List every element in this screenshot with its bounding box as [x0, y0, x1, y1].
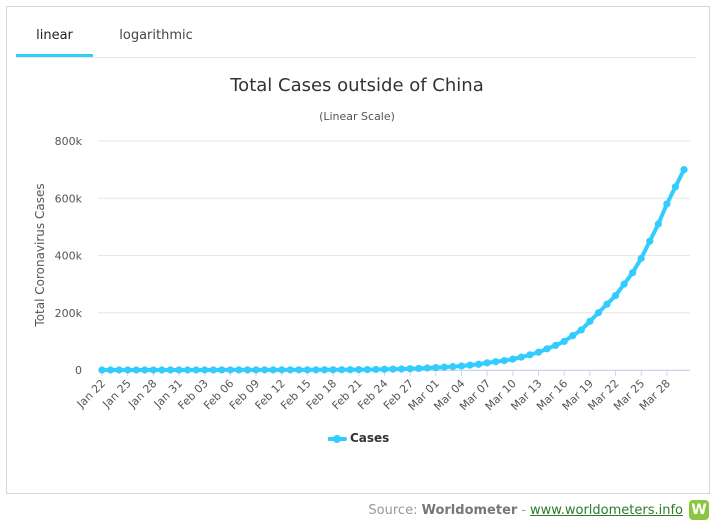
tab-divider — [16, 57, 696, 58]
data-point[interactable] — [218, 366, 226, 374]
grid-lines — [98, 140, 690, 371]
data-point[interactable] — [261, 366, 269, 374]
data-point[interactable] — [252, 366, 260, 374]
data-point[interactable] — [235, 366, 243, 374]
y-tick-label: 600k — [55, 192, 83, 205]
data-point[interactable] — [671, 183, 680, 191]
data-point[interactable] — [406, 365, 414, 373]
source-name: Worldometer — [421, 502, 518, 518]
data-point[interactable] — [243, 366, 252, 374]
data-point[interactable] — [646, 237, 654, 245]
chart-subtitle: (Linear Scale) — [319, 110, 395, 123]
data-point[interactable] — [534, 348, 543, 356]
source-footer: Source: Worldometer - www.worldometers.i… — [368, 498, 709, 522]
legend-label: Cases — [350, 431, 390, 445]
data-point[interactable] — [141, 366, 149, 374]
data-point[interactable] — [552, 341, 560, 349]
data-point[interactable] — [201, 366, 209, 374]
data-point[interactable] — [158, 366, 166, 374]
data-point[interactable] — [355, 366, 363, 374]
source-link[interactable]: www.worldometers.info — [530, 502, 683, 518]
data-point[interactable] — [517, 353, 525, 361]
data-point[interactable] — [226, 366, 234, 374]
data-point[interactable] — [654, 220, 662, 228]
source-prefix: Source: — [368, 502, 418, 518]
tab-logarithmic[interactable]: logarithmic — [119, 28, 193, 43]
data-point[interactable] — [303, 366, 312, 374]
data-point[interactable] — [269, 366, 277, 374]
y-tick-label: 200k — [55, 307, 83, 320]
worldometer-logo-icon[interactable]: W — [689, 500, 709, 520]
y-tick-label: 400k — [55, 250, 83, 263]
data-point[interactable] — [637, 254, 645, 262]
x-tick-label: Jan 22 — [74, 377, 108, 411]
data-point[interactable] — [483, 359, 491, 367]
data-point[interactable] — [346, 366, 354, 374]
data-point[interactable] — [440, 363, 448, 371]
data-point[interactable] — [372, 365, 380, 374]
data-point[interactable] — [415, 364, 423, 373]
data-point[interactable] — [380, 365, 389, 373]
data-point[interactable] — [577, 326, 585, 334]
data-point[interactable] — [526, 351, 534, 359]
data-point[interactable] — [389, 365, 397, 373]
x-tick-label: Jan 28 — [125, 377, 159, 411]
data-point[interactable] — [183, 366, 192, 374]
data-point[interactable] — [175, 366, 183, 374]
data-point[interactable] — [509, 355, 517, 363]
data-point[interactable] — [115, 366, 123, 374]
data-point[interactable] — [106, 366, 115, 374]
data-point[interactable] — [320, 366, 329, 374]
y-tick-label: 0 — [75, 364, 82, 377]
data-point[interactable] — [209, 366, 217, 374]
data-point[interactable] — [663, 200, 671, 208]
data-point[interactable] — [338, 366, 346, 374]
data-point[interactable] — [680, 166, 688, 174]
data-point[interactable] — [295, 366, 303, 374]
chart-container — [6, 6, 710, 494]
data-point[interactable] — [278, 366, 286, 374]
data-point[interactable] — [620, 280, 628, 288]
data-point[interactable] — [594, 309, 603, 317]
legend-symbol — [328, 435, 347, 443]
data-point[interactable] — [363, 365, 371, 374]
data-point[interactable] — [397, 365, 406, 373]
tab-linear[interactable]: linear — [16, 16, 93, 58]
data-point[interactable] — [457, 362, 466, 370]
data-point[interactable] — [166, 366, 175, 374]
data-point[interactable] — [329, 366, 337, 374]
data-point[interactable] — [423, 364, 431, 372]
data-point[interactable] — [192, 366, 200, 374]
data-point[interactable] — [492, 358, 500, 366]
data-point[interactable] — [500, 356, 508, 365]
data-point[interactable] — [149, 366, 157, 374]
data-point[interactable] — [474, 360, 483, 368]
data-point[interactable] — [560, 337, 568, 345]
chart-title: Total Cases outside of China — [230, 75, 484, 96]
series-points-cases — [98, 166, 688, 374]
data-point[interactable] — [603, 300, 611, 308]
data-point[interactable] — [569, 332, 577, 340]
data-point[interactable] — [132, 366, 140, 374]
series-line-cases — [100, 167, 686, 372]
data-point[interactable] — [124, 366, 132, 374]
y-axis-label: Total Coronavirus Cases — [33, 183, 47, 327]
data-point[interactable] — [449, 362, 457, 371]
x-tick-label: Jan 25 — [100, 377, 134, 411]
y-axis-ticks: 0 200k 400k 600k 800k — [55, 135, 83, 377]
scale-tabs: linear logarithmic — [16, 16, 696, 58]
data-point[interactable] — [543, 345, 551, 353]
source-separator: - — [521, 502, 527, 518]
data-point[interactable] — [611, 291, 620, 300]
y-tick-label: 800k — [55, 135, 83, 148]
data-point[interactable] — [586, 317, 594, 325]
data-point[interactable] — [312, 366, 320, 374]
data-point[interactable] — [432, 363, 440, 372]
data-point[interactable] — [629, 269, 637, 277]
data-point[interactable] — [98, 366, 106, 374]
data-point[interactable] — [466, 361, 474, 369]
data-point[interactable] — [286, 366, 294, 374]
